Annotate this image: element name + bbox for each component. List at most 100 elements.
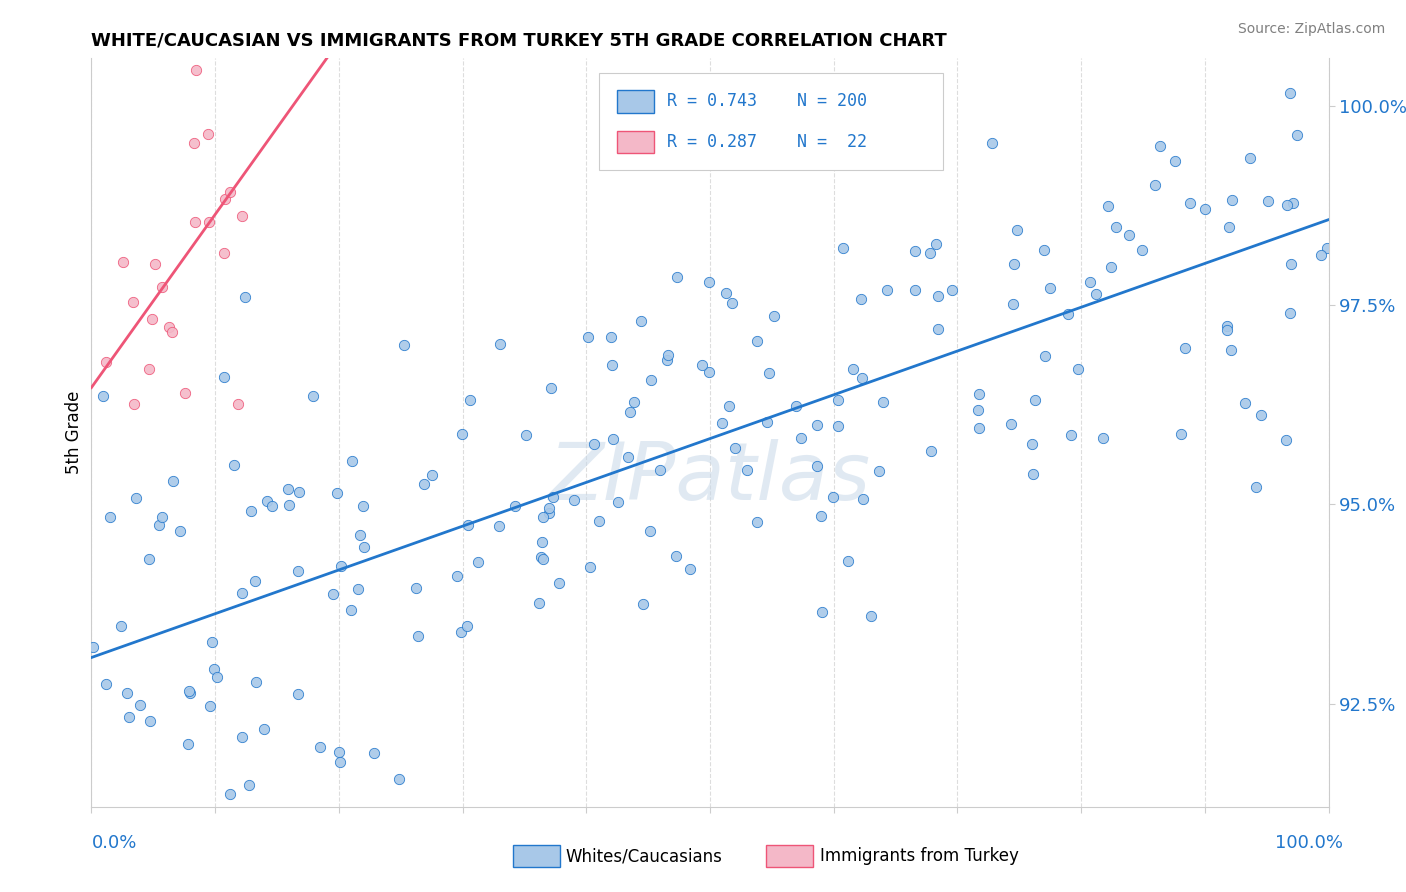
Point	[564, 493, 586, 508]
Point	[1275, 433, 1298, 447]
Point	[157, 319, 180, 334]
Point	[160, 325, 183, 339]
Point	[941, 283, 963, 297]
Point	[1007, 223, 1029, 237]
Point	[1130, 243, 1153, 257]
Point	[602, 433, 624, 447]
Point	[328, 745, 350, 759]
Point	[724, 441, 747, 455]
Point	[212, 370, 235, 384]
Point	[287, 687, 309, 701]
Point	[226, 397, 249, 411]
Point	[162, 474, 184, 488]
Point	[1001, 297, 1024, 311]
Point	[827, 392, 849, 407]
Text: Source: ZipAtlas.com: Source: ZipAtlas.com	[1237, 22, 1385, 37]
Point	[868, 465, 890, 479]
Point	[96, 676, 118, 690]
Point	[1239, 151, 1261, 165]
Point	[488, 518, 510, 533]
Point	[969, 421, 991, 435]
Point	[201, 635, 224, 649]
Point	[197, 127, 219, 141]
Point	[309, 739, 332, 754]
Point	[538, 506, 561, 520]
Text: R = 0.287    N =  22: R = 0.287 N = 22	[666, 133, 866, 151]
Point	[277, 483, 299, 497]
FancyBboxPatch shape	[617, 90, 654, 112]
Point	[184, 62, 207, 77]
Point	[806, 459, 828, 474]
Point	[82, 640, 104, 654]
Point	[1057, 307, 1080, 321]
Point	[1279, 257, 1302, 271]
Point	[1178, 196, 1201, 211]
Point	[1035, 349, 1057, 363]
Point	[852, 492, 875, 507]
Point	[329, 558, 352, 573]
Point	[714, 286, 737, 301]
Point	[340, 454, 363, 468]
Point	[640, 524, 662, 539]
Point	[745, 515, 768, 529]
Point	[340, 603, 363, 617]
Point	[679, 562, 702, 576]
Point	[920, 246, 942, 260]
Point	[118, 815, 141, 830]
Point	[363, 746, 385, 760]
Point	[179, 683, 201, 698]
Point	[238, 778, 260, 792]
Point	[533, 551, 555, 566]
Point	[849, 292, 872, 306]
Point	[349, 528, 371, 542]
Point	[711, 416, 734, 430]
Point	[1022, 467, 1045, 481]
Point	[904, 283, 927, 297]
Point	[579, 559, 602, 574]
Point	[450, 624, 472, 639]
Point	[118, 709, 141, 723]
Point	[1244, 480, 1267, 494]
Point	[876, 283, 898, 297]
Point	[531, 510, 554, 524]
Text: WHITE/CAUCASIAN VS IMMIGRANTS FROM TURKEY 5TH GRADE CORRELATION CHART: WHITE/CAUCASIAN VS IMMIGRANTS FROM TURKE…	[91, 31, 948, 49]
Point	[666, 270, 689, 285]
FancyBboxPatch shape	[599, 73, 942, 170]
Text: Immigrants from Turkey: Immigrants from Turkey	[820, 847, 1018, 865]
Point	[1144, 178, 1167, 193]
Point	[183, 136, 205, 150]
Point	[860, 608, 883, 623]
Point	[630, 314, 652, 328]
Point	[392, 337, 415, 351]
Point	[541, 490, 564, 504]
Point	[531, 535, 554, 549]
Point	[245, 675, 267, 690]
Point	[582, 436, 605, 450]
Point	[214, 192, 236, 206]
Point	[117, 686, 139, 700]
Point	[665, 549, 688, 564]
Point	[980, 136, 1002, 150]
Point	[655, 352, 678, 367]
Point	[150, 509, 173, 524]
Point	[1060, 428, 1083, 442]
Point	[1164, 154, 1187, 169]
Point	[129, 698, 152, 712]
Point	[1216, 323, 1239, 337]
Point	[1218, 220, 1240, 235]
Point	[236, 0, 259, 9]
Point	[640, 373, 662, 387]
Point	[600, 358, 623, 372]
Point	[756, 415, 779, 429]
Point	[762, 309, 785, 323]
Point	[143, 257, 166, 271]
Point	[458, 393, 481, 408]
Point	[747, 334, 769, 348]
Point	[1024, 392, 1046, 407]
Point	[606, 495, 628, 509]
Point	[218, 788, 240, 802]
Point	[842, 362, 865, 376]
Point	[1316, 241, 1339, 255]
Point	[205, 670, 228, 684]
Point	[735, 463, 758, 477]
